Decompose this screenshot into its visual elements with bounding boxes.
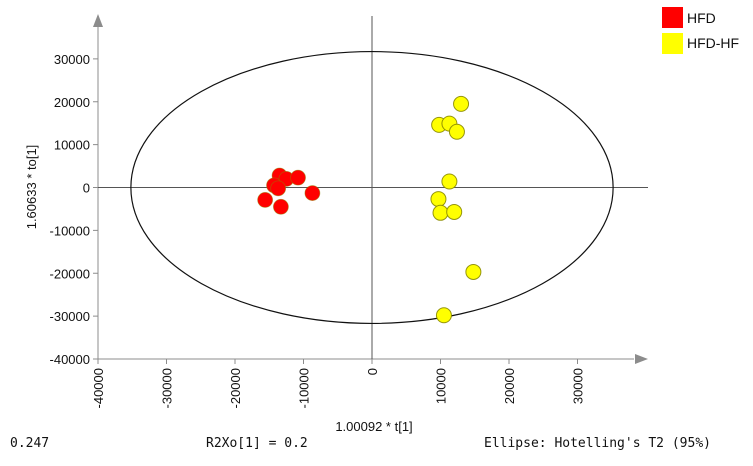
footer-r2xo: R2Xo[1] = 0.2 bbox=[206, 436, 308, 451]
data-point bbox=[435, 307, 452, 324]
series-hfd bbox=[257, 167, 321, 215]
x-tick-label: -10000 bbox=[297, 368, 312, 408]
y-axis-arrow bbox=[93, 14, 103, 27]
y-tick-label: -20000 bbox=[50, 266, 90, 281]
y-axis-label: 1.60633 * to[1] bbox=[24, 145, 39, 230]
x-tick-label: 30000 bbox=[571, 368, 586, 404]
y-tick-label: -40000 bbox=[50, 352, 90, 367]
data-points bbox=[257, 95, 482, 324]
x-tick-label: -20000 bbox=[228, 368, 243, 408]
hotelling-ellipse bbox=[130, 50, 614, 325]
data-point bbox=[257, 192, 274, 208]
x-tick-label: -30000 bbox=[160, 368, 175, 408]
data-point bbox=[270, 180, 287, 197]
y-tick-label: -30000 bbox=[50, 309, 90, 324]
legend-swatch-hfd-hf bbox=[662, 33, 683, 54]
hotelling-ellipse-layer bbox=[130, 50, 614, 325]
y-tick-label: 20000 bbox=[54, 95, 90, 110]
data-point bbox=[441, 173, 458, 190]
data-point bbox=[432, 204, 449, 221]
axes: -40000 -30000 -20000 -10000 0 10000 20000 30000… bbox=[50, 14, 648, 408]
legend-swatch-hfd bbox=[662, 7, 683, 28]
x-tick-label: 20000 bbox=[502, 368, 517, 404]
data-point bbox=[290, 169, 306, 186]
y-tick-label: -10000 bbox=[50, 223, 90, 238]
series-hfd-hf bbox=[430, 95, 482, 324]
data-point bbox=[272, 198, 289, 215]
data-point bbox=[446, 203, 463, 220]
data-point bbox=[448, 123, 465, 140]
footer-value: 0.247 bbox=[10, 436, 50, 451]
data-point bbox=[465, 263, 482, 280]
x-axis-arrow bbox=[635, 354, 648, 364]
x-tick-label: 0 bbox=[365, 368, 380, 375]
legend-label-hfd: HFD bbox=[687, 10, 716, 26]
x-tick-label: -40000 bbox=[91, 368, 106, 408]
footer-ellipse-note: Ellipse: Hotelling's T2 (95%) bbox=[484, 436, 711, 451]
x-axis-label: 1.00092 * t[1] bbox=[335, 419, 412, 434]
legend: HFD HFD-HF bbox=[662, 7, 739, 54]
data-point bbox=[304, 185, 321, 201]
y-tick-label: 30000 bbox=[54, 52, 90, 67]
data-point bbox=[453, 95, 470, 112]
legend-label-hfd-hf: HFD-HF bbox=[687, 35, 739, 51]
y-tick-label: 0 bbox=[83, 181, 90, 196]
data-point bbox=[430, 191, 447, 208]
y-tick-label: 10000 bbox=[54, 138, 90, 153]
x-tick-label: 10000 bbox=[434, 368, 449, 404]
